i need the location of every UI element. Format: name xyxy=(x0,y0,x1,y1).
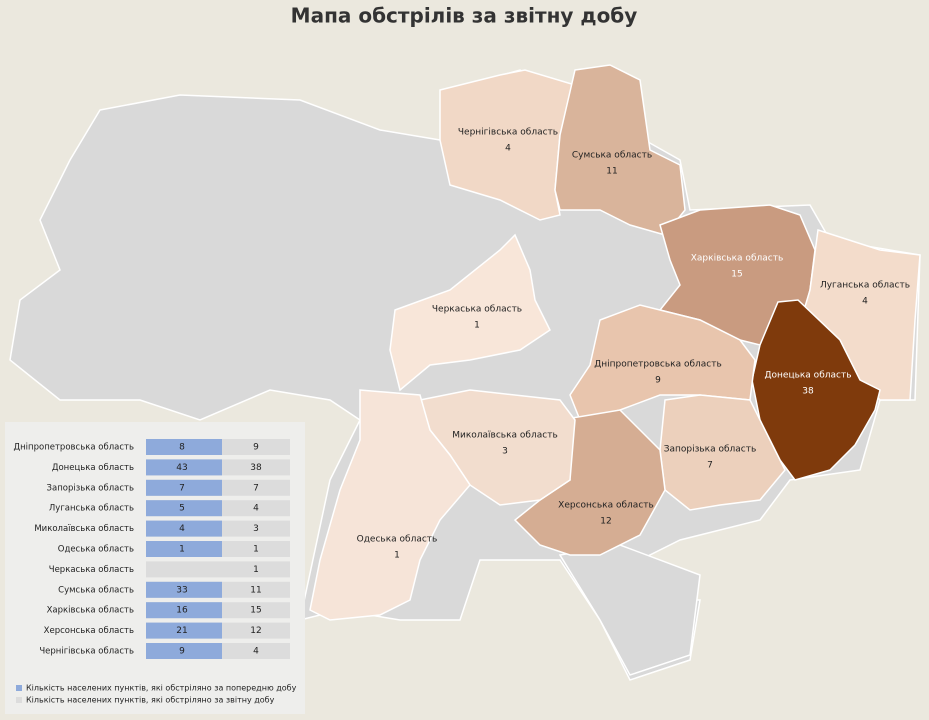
title: Мапа обстрілів за звітну добу xyxy=(291,4,638,28)
previous-value: 7 xyxy=(179,483,185,493)
current-value: 15 xyxy=(250,606,261,616)
previous-cell xyxy=(146,541,222,557)
previous-value: 9 xyxy=(179,647,185,657)
region-name: Херсонська область xyxy=(558,501,654,511)
region-name: Миколаївська область xyxy=(452,431,558,441)
current-value: 3 xyxy=(253,524,259,534)
region-value: 11 xyxy=(606,167,617,177)
region-value: 38 xyxy=(802,387,814,397)
previous-value: 16 xyxy=(176,606,188,616)
row-label: Чернігівська область xyxy=(39,647,134,657)
row-label: Луганська область xyxy=(49,504,134,514)
previous-cell xyxy=(146,439,222,455)
current-value: 9 xyxy=(253,443,259,453)
region-value: 1 xyxy=(394,551,400,561)
region-value: 12 xyxy=(600,517,611,527)
previous-cell xyxy=(146,479,222,496)
current-cell xyxy=(146,561,290,578)
previous-value: 5 xyxy=(179,504,185,514)
current-value: 4 xyxy=(253,647,259,657)
previous-value: 4 xyxy=(179,524,185,534)
region-name: Чернігівська область xyxy=(458,128,558,138)
region-value: 3 xyxy=(502,447,508,457)
region-name: Донецька область xyxy=(764,371,851,381)
previous-cell xyxy=(146,459,222,476)
row-label: Одеська область xyxy=(58,545,134,555)
previous-cell xyxy=(146,602,222,619)
row-label: Черкаська область xyxy=(49,565,134,575)
region-name: Запорізька область xyxy=(664,445,757,455)
region-name: Черкаська область xyxy=(432,305,522,315)
region-value: 1 xyxy=(474,321,480,331)
region-value: 4 xyxy=(862,297,868,307)
region-shape xyxy=(751,299,881,481)
current-value: 11 xyxy=(250,585,261,595)
region-value: 15 xyxy=(731,270,742,280)
previous-value: 8 xyxy=(179,443,185,453)
row-label: Запорізька область xyxy=(47,483,134,493)
region-name: Харківська область xyxy=(691,254,784,264)
previous-cell xyxy=(146,581,222,598)
previous-cell xyxy=(146,622,222,639)
current-value: 7 xyxy=(253,483,259,493)
previous-value: 43 xyxy=(176,463,187,473)
region-name: Дніпропетровська область xyxy=(594,360,722,370)
region-name: Луганська область xyxy=(820,281,910,291)
region-value: 7 xyxy=(707,461,713,471)
previous-cell xyxy=(146,500,222,517)
previous-value: 33 xyxy=(176,585,187,595)
current-value: 1 xyxy=(253,545,259,555)
current-value: 1 xyxy=(253,565,259,575)
row-label: Харківська область xyxy=(47,606,134,616)
previous-cell xyxy=(146,643,222,659)
row-label: Херсонська область xyxy=(44,626,134,636)
region-shape xyxy=(389,233,551,392)
region-value: 9 xyxy=(655,376,661,386)
legend-label: Кількість населених пунктів, які обстріл… xyxy=(26,696,275,705)
previous-value: 21 xyxy=(176,626,187,636)
previous-cell xyxy=(146,520,222,537)
region-name: Одеська область xyxy=(357,535,438,545)
row-label: Донецька область xyxy=(52,463,134,473)
current-value: 12 xyxy=(250,626,261,636)
region-name: Сумська область xyxy=(572,151,652,161)
region-value: 4 xyxy=(505,144,511,154)
row-label: Дніпропетровська область xyxy=(13,443,134,453)
region-shape xyxy=(309,389,471,621)
current-value: 4 xyxy=(253,504,259,514)
legend-swatch xyxy=(16,697,22,703)
legend-swatch xyxy=(16,685,22,691)
current-value: 38 xyxy=(250,463,262,473)
row-label: Миколаївська область xyxy=(34,524,134,534)
row-label: Сумська область xyxy=(58,585,134,595)
previous-value: 1 xyxy=(179,545,185,555)
legend-label: Кількість населених пунктів, які обстріл… xyxy=(26,684,297,693)
